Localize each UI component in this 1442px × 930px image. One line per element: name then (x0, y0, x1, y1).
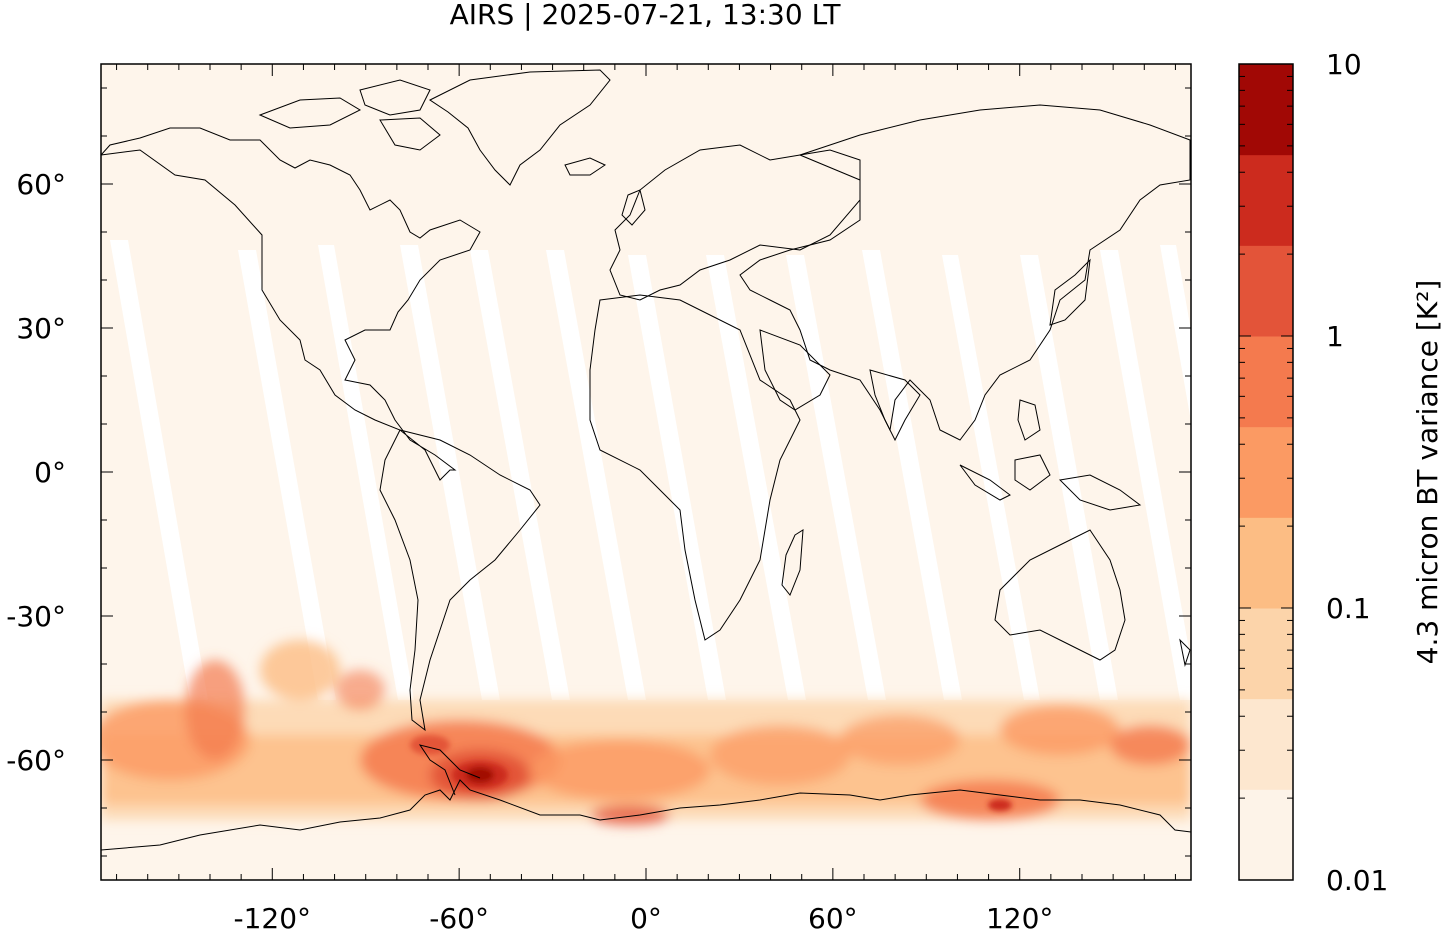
x-tick-label: 0° (630, 902, 662, 930)
colorbar-bands (1239, 64, 1293, 881)
x-axis: -120° -60° 0° 60° 120° (116, 64, 1176, 930)
colorbar-band (1239, 64, 1293, 156)
variance-field (101, 640, 1191, 825)
x-tick-label: 60° (808, 902, 858, 930)
swath-gaps (110, 240, 1191, 700)
x-tick-label: -120° (234, 902, 312, 930)
y-tick-label: -30° (6, 600, 66, 633)
colorbar-tick-label: 1 (1326, 320, 1344, 353)
x-tick-label: 120° (986, 902, 1053, 930)
colorbar-band (1239, 608, 1293, 700)
coastlines (101, 69, 1191, 851)
colorbar-band (1239, 789, 1293, 881)
colorbar-frame (1238, 63, 1294, 881)
colorbar-tick-label: 0.01 (1326, 864, 1388, 897)
colorbar-band (1239, 426, 1293, 518)
colorbar-band (1239, 517, 1293, 609)
colorbar-label: 4.3 micron BT variance [K²] (1411, 280, 1442, 665)
colorbar-ticks: 10 1 0.1 0.01 (1239, 48, 1388, 897)
colorbar-band (1239, 698, 1293, 790)
y-tick-label: 30° (16, 312, 66, 345)
y-tick-label: 60° (16, 168, 66, 201)
colorbar-tick-label: 0.1 (1326, 592, 1371, 625)
x-tick-label: -60° (429, 902, 489, 930)
map-title: AIRS | 2025-07-21, 13:30 LT (449, 0, 841, 31)
y-tick-label: -60° (6, 744, 66, 777)
colorbar-tick-label: 10 (1326, 48, 1362, 81)
y-tick-label: 0° (34, 456, 66, 489)
colorbar-band (1239, 336, 1293, 428)
colorbar: 10 1 0.1 0.01 4.3 micron BT variance [K²] (1238, 48, 1442, 897)
y-axis: 60° 30° 0° -30° -60° (6, 87, 1191, 857)
colorbar-band (1239, 154, 1293, 246)
colorbar-band (1239, 245, 1293, 337)
